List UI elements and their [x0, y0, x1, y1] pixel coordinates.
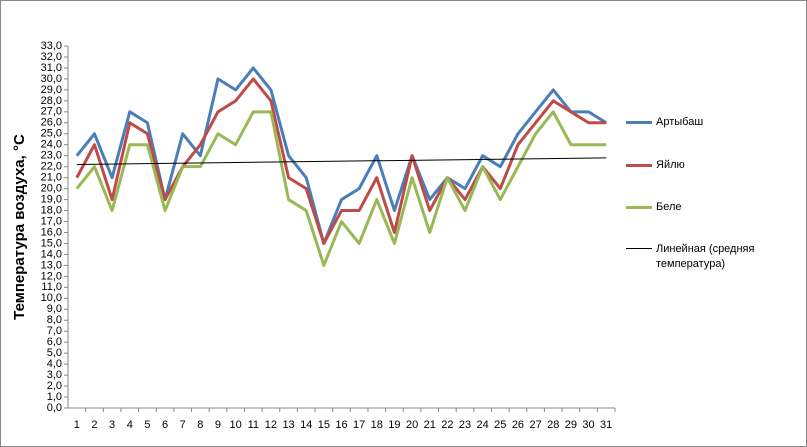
y-tick-label: 32,0	[41, 51, 62, 63]
legend-swatch	[626, 164, 652, 167]
trendline	[76, 157, 607, 165]
y-tick-label: 27,0	[41, 106, 62, 118]
y-tick-label: 2,0	[47, 380, 62, 392]
x-tick-label: 23	[459, 419, 471, 431]
x-tick-label: 27	[529, 419, 541, 431]
x-tick-label: 8	[197, 419, 203, 431]
x-tick-label: 25	[494, 419, 506, 431]
x-tick-label: 28	[547, 419, 559, 431]
series-line	[75, 77, 607, 245]
legend-swatch	[626, 206, 652, 209]
y-tick-label: 1,0	[47, 391, 62, 403]
x-tick-label: 31	[600, 419, 612, 431]
y-tick-label: 25,0	[41, 128, 62, 140]
y-tick-label: 18,0	[41, 204, 62, 216]
y-tick-label: 14,0	[41, 248, 62, 260]
x-tick-label: 13	[282, 419, 294, 431]
x-tick-label: 14	[300, 419, 312, 431]
legend-swatch	[626, 248, 652, 249]
x-tick-label: 18	[371, 419, 383, 431]
x-tick-label: 20	[406, 419, 418, 431]
y-tick-label: 17,0	[41, 215, 62, 227]
y-tick-label: 16,0	[41, 226, 62, 238]
legend-label: Беле	[656, 201, 682, 213]
x-tick-label: 26	[512, 419, 524, 431]
y-tick-label: 29,0	[41, 84, 62, 96]
y-tick-label: 5,0	[47, 347, 62, 359]
x-tick-label: 30	[582, 419, 594, 431]
y-tick-label: 7,0	[47, 325, 62, 337]
y-tick-label: 0,0	[47, 402, 62, 414]
x-tick-label: 5	[144, 419, 150, 431]
y-tick-label: 6,0	[47, 336, 62, 348]
y-tick-label: 19,0	[41, 193, 62, 205]
y-tick-label: 22,0	[41, 161, 62, 173]
y-tick-label: 20,0	[41, 183, 62, 195]
x-tick-label: 11	[248, 419, 259, 431]
legend-item: Линейная (средняя температура)	[626, 242, 786, 272]
legend-swatch	[626, 121, 652, 124]
x-tick-label: 29	[565, 419, 577, 431]
x-tick-label: 3	[109, 419, 115, 431]
y-axis-title: Температура воздуха, °C	[11, 134, 28, 320]
x-tick-label: 12	[265, 419, 277, 431]
x-tick-label: 17	[353, 419, 365, 431]
x-tick-label: 24	[477, 419, 489, 431]
x-tick-label: 7	[180, 419, 186, 431]
legend-label: Яйлю	[656, 159, 685, 171]
x-tick-label: 21	[424, 419, 436, 431]
x-tick-label: 16	[335, 419, 347, 431]
legend-item: Артыбаш	[626, 115, 786, 130]
y-tick-label: 33,0	[41, 40, 62, 52]
legend-item: Яйлю	[626, 158, 786, 173]
y-tick-label: 12,0	[41, 270, 62, 282]
y-tick-label: 15,0	[41, 237, 62, 249]
y-tick-label: 13,0	[41, 259, 62, 271]
y-tick-label: 26,0	[41, 117, 62, 129]
legend-item: Беле	[626, 200, 786, 215]
y-tick-label: 21,0	[41, 172, 62, 184]
x-tick-label: 15	[318, 419, 330, 431]
y-tick-label: 23,0	[41, 150, 62, 162]
y-tick-label: 10,0	[41, 292, 62, 304]
series-line	[75, 110, 607, 267]
y-tick-label: 31,0	[41, 62, 62, 74]
y-tick-label: 4,0	[47, 358, 62, 370]
x-tick-label: 10	[230, 419, 242, 431]
series-line	[75, 66, 607, 245]
y-tick-label: 30,0	[41, 73, 62, 85]
y-tick-label: 11,0	[41, 281, 62, 293]
x-tick-label: 2	[91, 419, 97, 431]
x-tick-label: 4	[127, 419, 133, 431]
x-tick-label: 6	[162, 419, 168, 431]
y-tick-label: 3,0	[47, 369, 62, 381]
y-tick-label: 9,0	[47, 303, 62, 315]
x-tick-label: 19	[388, 419, 400, 431]
y-tick-label: 28,0	[41, 95, 62, 107]
y-tick-label: 24,0	[41, 139, 62, 151]
x-tick-label: 1	[74, 419, 80, 431]
x-tick-label: 22	[441, 419, 453, 431]
legend-label: Артыбаш	[656, 116, 704, 128]
x-tick-label: 9	[215, 419, 221, 431]
legend-label: Линейная (средняя температура)	[656, 243, 755, 270]
y-tick-label: 8,0	[47, 314, 62, 326]
